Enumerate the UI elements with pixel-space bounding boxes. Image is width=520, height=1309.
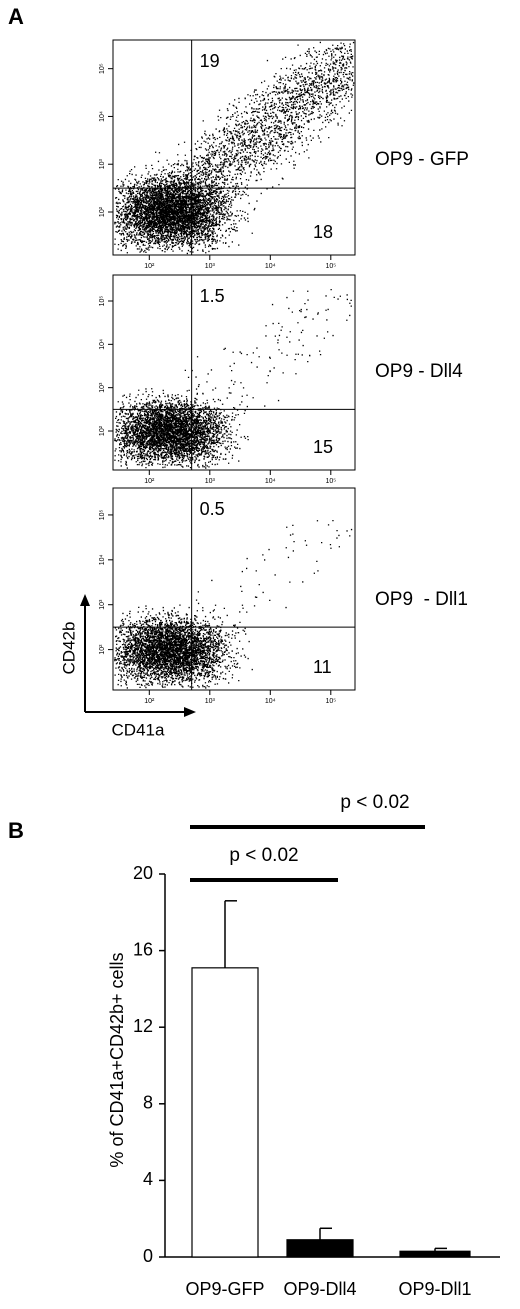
x-tick-label: 10² (144, 698, 155, 705)
y-tick-label: 10² (99, 644, 106, 655)
y-tick-label: 10² (99, 206, 106, 217)
y-tick-label: 12 (133, 1016, 153, 1036)
quadrant-value: 15 (313, 437, 333, 457)
x-tick-label: 10² (144, 263, 155, 270)
quadrant-value: 0.5 (200, 499, 225, 519)
x-tick-label: OP9-Dll4 (283, 1279, 356, 1299)
x-tick-label: 10⁴ (265, 478, 276, 485)
panel-letter: A (8, 4, 24, 29)
y-tick-label: 10³ (99, 158, 106, 169)
y-tick-label: 0 (143, 1246, 153, 1266)
bar (399, 1250, 471, 1258)
x-tick-label: 10³ (205, 263, 216, 270)
x-tick-label: 10³ (205, 478, 216, 485)
quadrant-value: 18 (313, 222, 333, 242)
x-tick-label: 10⁴ (265, 698, 276, 705)
sample-name: OP9 - GFP (375, 149, 469, 170)
y-tick-label: 20 (133, 863, 153, 883)
arrow-head (184, 707, 196, 717)
bar (286, 1239, 354, 1258)
x-tick-label: 10⁴ (265, 263, 276, 270)
plot-frame (112, 487, 356, 691)
quadrant-value: 11 (313, 657, 332, 677)
quadrant-value: 1.5 (200, 286, 225, 306)
bar (191, 967, 259, 1258)
x-tick-label: 10² (144, 478, 155, 485)
y-tick-label: 10⁴ (99, 554, 106, 565)
y-tick-label: 10⁵ (99, 509, 106, 520)
sample-name: OP9 - Dll1 (375, 589, 468, 610)
y-tick-label: 4 (143, 1169, 153, 1189)
sample-name: OP9 - Dll4 (375, 361, 463, 382)
y-tick-label: 10³ (99, 599, 106, 610)
plot-frame (112, 39, 356, 256)
y-tick-label: 10⁵ (99, 296, 106, 307)
y-tick-label: 10⁴ (99, 339, 106, 350)
x-tick-label: 10⁵ (325, 478, 336, 485)
arrow-head (80, 594, 90, 606)
x-tick-label: 10³ (205, 698, 216, 705)
y-tick-label: 8 (143, 1093, 153, 1113)
x-tick-label: OP9-GFP (185, 1279, 264, 1299)
y-tick-label: 10³ (99, 382, 106, 393)
x-tick-label: OP9-Dll1 (398, 1279, 471, 1299)
axis-label: CD41a (112, 720, 165, 739)
y-axis-label: % of CD41a+CD42b+ cells (107, 952, 127, 1167)
event-dots (114, 520, 353, 689)
significance-label: p < 0.02 (340, 792, 409, 813)
y-tick-label: 10² (99, 425, 106, 436)
plot-frame (112, 274, 356, 471)
quadrant-value: 19 (200, 51, 220, 71)
y-tick-label: 16 (133, 939, 153, 959)
event-dots (114, 289, 352, 469)
axis-label: CD42b (59, 622, 78, 675)
x-tick-label: 10⁵ (325, 263, 336, 270)
panel-letter: B (8, 818, 24, 843)
y-tick-label: 10⁴ (99, 111, 106, 122)
y-tick-label: 10⁵ (99, 63, 106, 74)
x-tick-label: 10⁵ (325, 698, 336, 705)
significance-label: p < 0.02 (229, 845, 298, 866)
